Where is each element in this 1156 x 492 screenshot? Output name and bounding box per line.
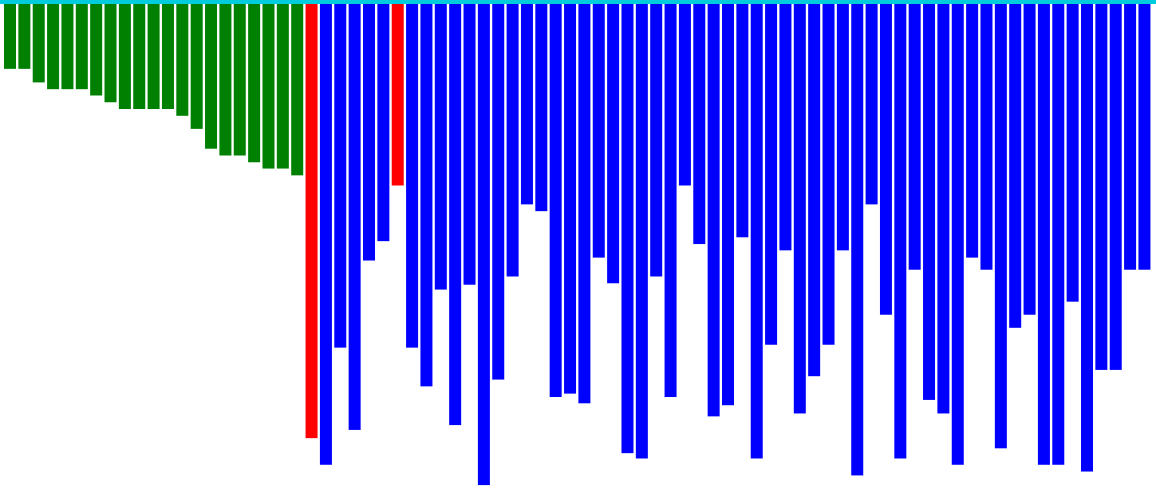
bar-57	[808, 4, 821, 377]
bar-10	[133, 4, 146, 110]
bar-44	[621, 4, 634, 454]
bar-36	[506, 4, 519, 277]
bar-19	[262, 4, 275, 169]
bar-56	[793, 4, 806, 414]
bar-59	[836, 4, 849, 251]
bar-60	[851, 4, 864, 476]
bar-25	[348, 4, 361, 430]
bar-15	[205, 4, 218, 149]
bar-74	[1052, 4, 1065, 465]
bar-53	[750, 4, 763, 459]
bar-70	[994, 4, 1007, 449]
bar-48	[678, 4, 691, 186]
bar-46	[650, 4, 663, 277]
bar-group	[4, 4, 1151, 486]
bar-66	[937, 4, 950, 414]
bar-4	[47, 4, 60, 90]
bar-2	[18, 4, 31, 69]
bar-26	[363, 4, 375, 261]
bar-5	[61, 4, 74, 90]
baseline-axis	[0, 0, 1156, 4]
bar-28	[391, 4, 404, 186]
bar-78	[1109, 4, 1122, 370]
bar-65	[923, 4, 936, 400]
bar-7	[90, 4, 103, 96]
bar-16	[219, 4, 232, 156]
bar-13	[176, 4, 189, 116]
bar-64	[908, 4, 921, 270]
bar-18	[248, 4, 261, 163]
bar-20	[276, 4, 289, 169]
bar-22	[305, 4, 318, 439]
bar-49	[693, 4, 706, 245]
bar-43	[607, 4, 620, 284]
bar-34	[477, 4, 490, 486]
bar-61	[865, 4, 878, 205]
bar-17	[233, 4, 246, 156]
bar-33	[463, 4, 476, 285]
bar-45	[635, 4, 648, 459]
bar-73	[1037, 4, 1050, 465]
bar-29	[406, 4, 419, 348]
bar-69	[980, 4, 993, 270]
bar-39	[549, 4, 562, 398]
bar-52	[736, 4, 749, 238]
bar-32	[449, 4, 462, 426]
bar-42	[592, 4, 605, 258]
bar-71	[1009, 4, 1022, 328]
bar-50	[707, 4, 720, 417]
bar-24	[334, 4, 347, 348]
bar-68	[966, 4, 979, 258]
bar-31	[434, 4, 447, 290]
bar-80	[1138, 4, 1151, 270]
bar-23	[319, 4, 332, 465]
bar-51	[722, 4, 734, 406]
bar-12	[161, 4, 174, 110]
bar-30	[420, 4, 433, 387]
bar-37	[520, 4, 533, 205]
bar-76	[1081, 4, 1093, 472]
bar-67	[951, 4, 964, 465]
bar-63	[894, 4, 907, 459]
bar-9	[118, 4, 131, 110]
bar-14	[190, 4, 203, 129]
bar-35	[492, 4, 505, 380]
bar-40	[564, 4, 577, 394]
bar-72	[1023, 4, 1036, 315]
bar-1	[4, 4, 16, 69]
bar-6	[75, 4, 88, 90]
bar-47	[664, 4, 677, 398]
bar-11	[147, 4, 160, 110]
bar-3	[32, 4, 45, 83]
bar-27	[377, 4, 390, 242]
bar-38	[535, 4, 548, 212]
bar-75	[1066, 4, 1079, 302]
bar-21	[291, 4, 304, 176]
bar-58	[822, 4, 835, 345]
bar-54	[765, 4, 778, 345]
bar-8	[104, 4, 117, 103]
bar-41	[578, 4, 591, 404]
bar-55	[779, 4, 792, 251]
bar-79	[1124, 4, 1137, 270]
bar-62	[879, 4, 892, 315]
bar-77	[1095, 4, 1108, 370]
